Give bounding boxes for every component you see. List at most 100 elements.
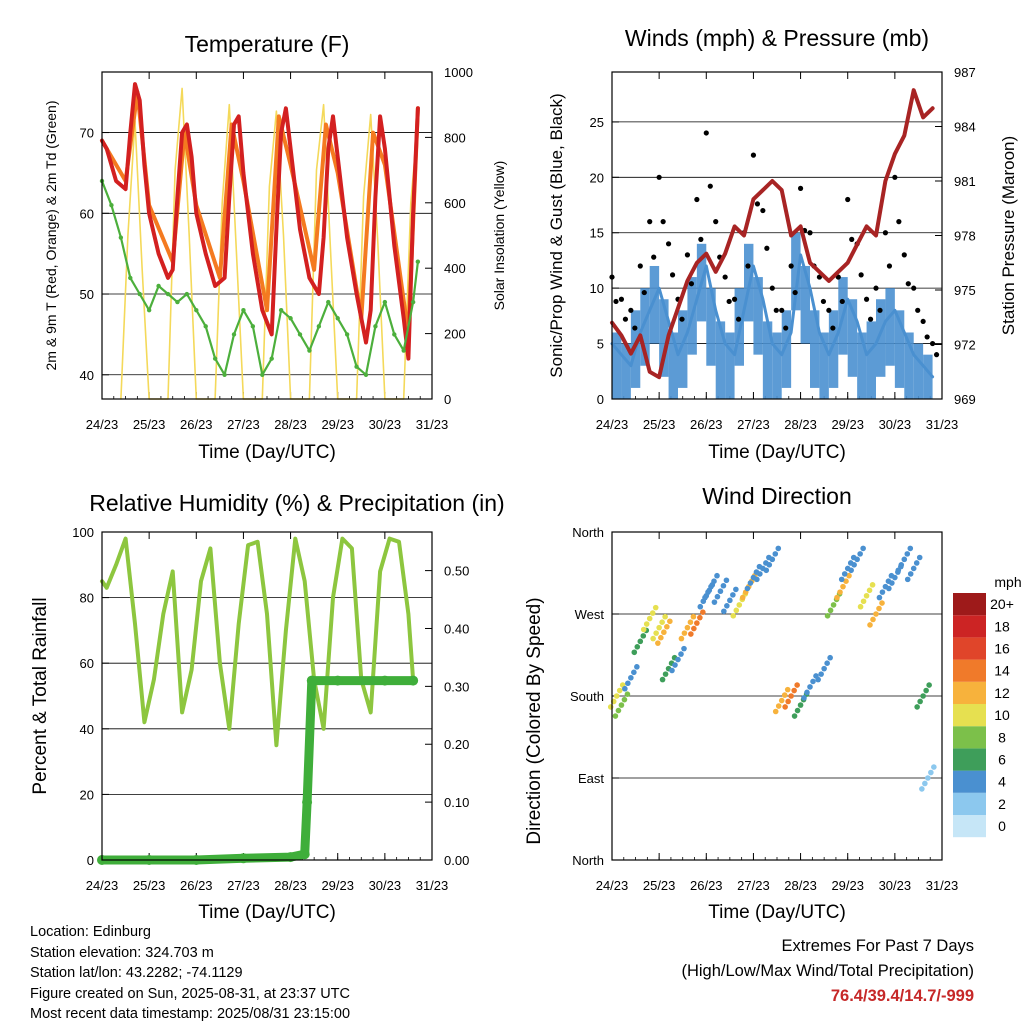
dewpoint-point	[109, 203, 114, 208]
direction-point	[870, 616, 876, 623]
wind-band	[678, 310, 688, 388]
direction-point	[690, 613, 697, 620]
rain-point	[332, 675, 343, 686]
direction-point	[678, 651, 684, 657]
direction-point	[667, 618, 673, 625]
legend-label: 12	[994, 685, 1010, 701]
wind-band	[800, 265, 810, 344]
direction-point	[702, 594, 708, 601]
dewpoint-point	[382, 299, 388, 305]
direction-point	[662, 671, 669, 677]
gust-point	[929, 340, 936, 347]
direction-point	[919, 786, 925, 792]
direction-point	[628, 674, 634, 681]
direction-point	[625, 680, 631, 687]
dewpoint-point	[354, 364, 359, 369]
wind-band	[725, 332, 735, 399]
temp-xtick-label: 24/23	[86, 417, 119, 432]
extremes-values: 76.4/39.4/14.7/-999	[830, 987, 974, 1005]
wind-band	[715, 321, 726, 399]
wind-band	[847, 299, 858, 377]
wind-band	[781, 310, 792, 388]
gust-point	[750, 152, 757, 158]
gust-point	[896, 219, 902, 225]
dewpoint-point	[269, 356, 274, 361]
gust-point	[760, 207, 766, 214]
dewpoint-point	[297, 332, 303, 337]
direction-point	[681, 645, 687, 652]
rh-y2tick-label: 0.20	[444, 737, 469, 752]
gust-point	[618, 296, 625, 302]
dir-ytick-label: South	[570, 689, 604, 704]
temp-ytick-label: 70	[80, 126, 94, 141]
direction-point	[694, 620, 700, 626]
direction-point	[711, 578, 717, 584]
wind-ytick-label: 25	[590, 115, 604, 130]
dewpoint-point	[326, 299, 331, 305]
wind-band	[819, 332, 829, 399]
direction-point	[637, 638, 644, 645]
gust-point	[726, 298, 732, 305]
direction-point	[733, 607, 740, 614]
gust-point	[858, 272, 864, 278]
direction-point	[907, 571, 914, 577]
direction-point	[769, 556, 776, 563]
wind-band	[810, 310, 820, 388]
figure-created: Figure created on Sun, 2025-08-31, at 23…	[30, 985, 350, 1002]
direction-point	[821, 665, 827, 672]
wind-y2tick-label: 978	[954, 229, 976, 244]
direction-point	[652, 604, 659, 611]
station-latlon: Station lat/lon: 43.2282; -74.1129	[30, 965, 243, 981]
wind-y2tick-label: 984	[954, 120, 976, 135]
direction-point	[615, 707, 622, 714]
wind-ytick-label: 15	[590, 226, 604, 241]
temp-y2tick-label: 1000	[444, 65, 473, 80]
direction-point	[876, 605, 882, 612]
direction-point	[797, 702, 804, 708]
direction-point	[727, 597, 733, 604]
gust-point	[920, 318, 926, 325]
direction-point	[714, 593, 721, 600]
dewpoint-point	[146, 307, 152, 313]
wind-xtick-label: 29/23	[831, 417, 864, 432]
direction-point	[613, 693, 620, 699]
direction-point	[913, 560, 920, 566]
direction-point	[720, 582, 727, 589]
legend-swatch	[953, 593, 986, 616]
rh-y2tick-label: 0.40	[444, 621, 469, 636]
direction-point	[705, 589, 711, 595]
wind-band	[894, 310, 905, 388]
wind-band	[649, 265, 660, 344]
direction-point	[688, 631, 694, 637]
wind-ytick-label: 5	[597, 337, 604, 352]
rh-xtick-label: 24/23	[86, 878, 119, 893]
direction-point	[687, 619, 694, 625]
gust-point	[901, 252, 907, 258]
temp-y2tick-label: 0	[444, 392, 451, 407]
direction-point	[607, 704, 614, 710]
gust-point	[826, 307, 832, 313]
direction-point	[649, 610, 656, 616]
temp-xlabel: Time (Day/UTC)	[198, 442, 336, 463]
direction-point	[925, 775, 931, 781]
wind-band	[885, 288, 895, 366]
dewpoint-point	[118, 235, 124, 240]
temp-xtick-label: 26/23	[180, 417, 213, 432]
direction-point	[782, 704, 788, 710]
gust-point	[641, 289, 647, 296]
gust-point	[783, 325, 789, 331]
gust-point	[684, 252, 691, 258]
wind-y2tick-label: 972	[954, 338, 976, 353]
direction-point	[708, 583, 714, 590]
direction-point	[640, 626, 647, 633]
dir-ytick-label: North	[572, 853, 604, 868]
direction-point	[815, 676, 821, 683]
direction-point	[926, 682, 932, 688]
legend-label: 4	[998, 774, 1006, 790]
direction-point	[857, 551, 863, 557]
legend-label: 20+	[990, 596, 1014, 612]
direction-point	[711, 599, 718, 605]
wind-xtick-label: 25/23	[643, 417, 676, 432]
direction-point	[892, 574, 898, 581]
gust-point	[613, 298, 619, 305]
